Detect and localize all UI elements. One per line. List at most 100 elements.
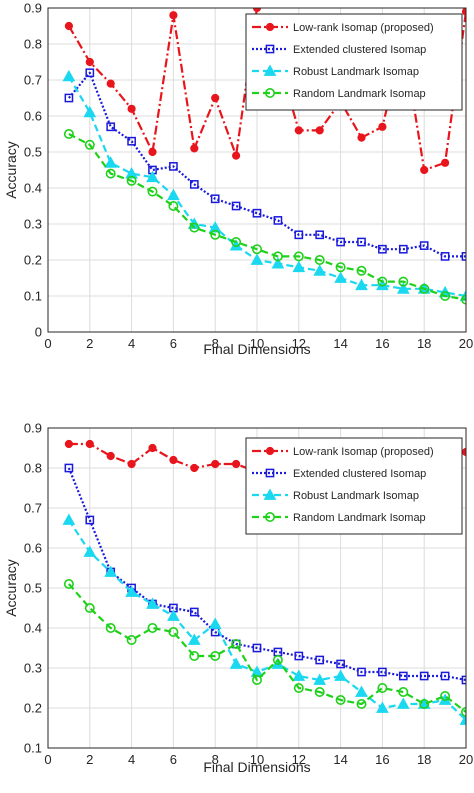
y-tick-label: 0.8	[24, 37, 42, 52]
legend-label: Robust Landmark Isomap	[293, 66, 419, 78]
x-tick-label: 16	[375, 336, 389, 351]
y-tick-label: 0.2	[24, 253, 42, 268]
legend-marker	[264, 88, 275, 99]
data-point	[64, 93, 74, 103]
data-point	[62, 513, 76, 525]
legend-label: Low-rank Isomap (proposed)	[293, 22, 434, 34]
data-point	[125, 167, 138, 179]
data-point	[231, 638, 242, 649]
data-point	[252, 208, 262, 218]
data-point	[419, 241, 429, 250]
y-tick-label: 0.8	[24, 461, 42, 476]
data-point	[187, 633, 201, 645]
x-tick-label: 6	[170, 752, 177, 767]
data-point	[334, 271, 347, 283]
legend-item: Robust Landmark Isomap	[252, 488, 419, 502]
data-point	[357, 667, 366, 677]
x-tick-label: 14	[333, 336, 347, 351]
y-tick-label: 0.9	[24, 421, 42, 436]
data-point	[85, 57, 94, 67]
data-point	[440, 252, 450, 261]
data-point	[83, 105, 97, 118]
data-point	[190, 463, 199, 473]
chart-panel-2: 0 2 4 6 8 10 12 14 16 18 20 0.1 0.2 0.3 0.4 0.5 0.6 0.7 0.…	[3, 421, 473, 776]
x-tick-label: 2	[86, 752, 93, 767]
legend-item: Random Landmark Isomap	[252, 511, 426, 524]
legend-marker	[264, 511, 275, 522]
data-point	[293, 682, 304, 693]
legend-marker	[265, 44, 275, 54]
x-tick-label: 2	[86, 336, 93, 351]
data-point	[252, 674, 263, 685]
y-tick-label: 0.4	[24, 181, 42, 196]
data-point	[106, 451, 115, 461]
data-point	[356, 698, 367, 709]
chart-panel-1: 0 2 4 6 8 10 12 14 16 18 20 0 0.1 0.2 0.3 0.4 0.5 0.6 0.7 0…	[3, 1, 473, 358]
data-point	[378, 122, 387, 131]
x-tick-label: 8	[212, 752, 219, 767]
data-point	[271, 257, 285, 269]
data-point	[147, 186, 158, 197]
data-point	[148, 443, 157, 453]
data-point	[64, 463, 74, 473]
data-point	[85, 439, 94, 449]
data-point	[419, 283, 430, 294]
data-point	[189, 180, 199, 189]
legend-label: Robust Landmark Isomap	[293, 490, 419, 502]
data-point	[210, 229, 221, 240]
data-point	[252, 643, 262, 653]
data-point	[419, 698, 430, 709]
x-tick-label: 16	[375, 752, 389, 767]
data-point	[440, 671, 450, 681]
legend-marker	[263, 64, 277, 76]
data-point	[419, 671, 429, 681]
data-point	[169, 11, 178, 20]
data-point	[105, 168, 116, 179]
legend-label: Extended clustered Isomap	[293, 468, 426, 480]
data-point	[146, 597, 159, 609]
data-point	[167, 188, 180, 201]
legend-item: Extended clustered Isomap	[252, 468, 426, 480]
x-tick-label: 0	[44, 752, 51, 767]
data-point	[315, 655, 325, 665]
x-axis-title: Final Dimensions	[203, 759, 310, 775]
y-tick-label: 0.7	[24, 501, 42, 516]
x-tick-label: 10	[250, 336, 264, 351]
data-point	[420, 165, 429, 175]
data-point	[84, 602, 95, 613]
series-4	[63, 578, 466, 717]
data-point	[252, 244, 263, 255]
data-point	[292, 260, 306, 273]
data-point	[231, 201, 241, 211]
y-tick-label: 0.1	[24, 741, 42, 756]
data-point	[398, 671, 408, 681]
data-point	[85, 68, 95, 78]
y-tick-label: 0.5	[24, 581, 42, 596]
data-point	[336, 237, 345, 247]
data-point	[190, 144, 199, 153]
series-line	[68, 442, 466, 478]
legend-item: Extended clustered Isomap	[252, 44, 426, 56]
x-tick-label: 12	[292, 336, 306, 351]
x-tick-label: 0	[44, 336, 51, 351]
legend-label: Random Landmark Isomap	[293, 512, 426, 524]
data-point	[459, 713, 466, 725]
legend-item: Robust Landmark Isomap	[252, 64, 419, 78]
series-3	[62, 69, 466, 301]
data-point	[189, 650, 200, 661]
data-point	[336, 659, 345, 669]
data-point	[127, 136, 136, 146]
legend-box	[245, 437, 463, 535]
data-point	[378, 667, 387, 677]
x-tick-label: 20	[459, 752, 473, 767]
data-point	[63, 578, 74, 589]
data-point	[232, 151, 241, 160]
data-point	[125, 585, 138, 597]
data-point	[127, 104, 136, 113]
legend-label: Extended clustered Isomap	[293, 44, 426, 56]
data-point	[440, 690, 451, 701]
data-point	[106, 79, 115, 88]
data-point	[398, 686, 409, 697]
data-point	[83, 545, 97, 557]
